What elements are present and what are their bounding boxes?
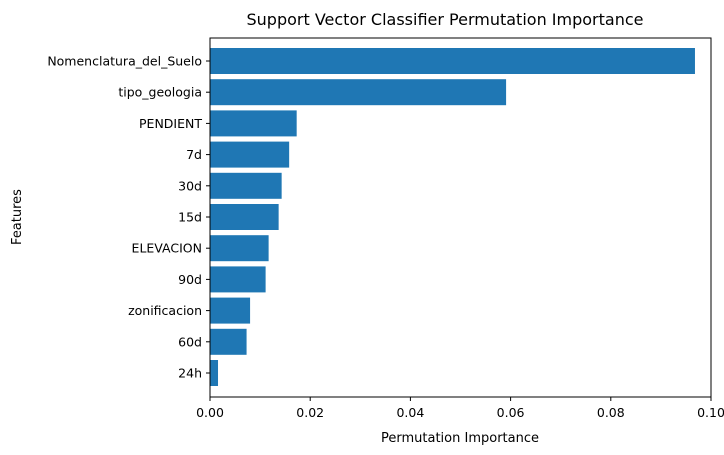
y-tick-label: 7d xyxy=(186,147,202,162)
y-ticks-group: Nomenclatura_del_Suelo tipo_geologia PENDI… xyxy=(47,54,210,381)
x-axis-label: Permutation Importance xyxy=(381,431,539,446)
y-tick-label: tipo_geologia xyxy=(118,85,202,100)
y-tick-label: PENDIENT xyxy=(139,116,202,131)
y-tick-label: 24h xyxy=(178,366,202,381)
bar-zonificacion xyxy=(210,297,251,324)
bar-Nomenclatura_del_Suelo xyxy=(210,48,695,74)
x-tick-label: 0.06 xyxy=(497,405,525,420)
bar-7d xyxy=(210,141,290,168)
bar-PENDIENT xyxy=(210,110,297,137)
bar-15d xyxy=(210,204,279,230)
y-tick-label: 15d xyxy=(178,210,202,225)
bar-tipo_geologia xyxy=(210,79,507,106)
y-tick-label: ELEVACION xyxy=(132,241,202,256)
plot-frame xyxy=(209,37,712,398)
y-tick-label: Nomenclatura_del_Suelo xyxy=(47,54,202,69)
bars-group xyxy=(210,48,695,386)
chart-title: Support Vector Classifier Permutation Im… xyxy=(247,10,644,29)
y-tick-label: zonificacion xyxy=(128,303,202,318)
bar-24h xyxy=(210,360,219,386)
x-tick-label: 0.04 xyxy=(396,405,424,420)
x-tick-label: 0.02 xyxy=(296,405,324,420)
bar-60d xyxy=(210,328,247,355)
x-tick-label: 0.00 xyxy=(196,405,224,420)
x-ticks-group: 0.00 0.02 0.04 0.06 0.08 0.10 xyxy=(196,397,724,420)
y-tick-label: 90d xyxy=(178,272,202,287)
bar-ELEVACION xyxy=(210,235,269,262)
x-tick-label: 0.10 xyxy=(697,405,724,420)
bar-30d xyxy=(210,172,282,199)
y-tick-label: 30d xyxy=(178,178,202,193)
y-axis-label: Features xyxy=(10,189,25,245)
bar-90d xyxy=(210,266,266,293)
y-tick-label: 60d xyxy=(178,334,202,349)
x-tick-label: 0.08 xyxy=(597,405,625,420)
